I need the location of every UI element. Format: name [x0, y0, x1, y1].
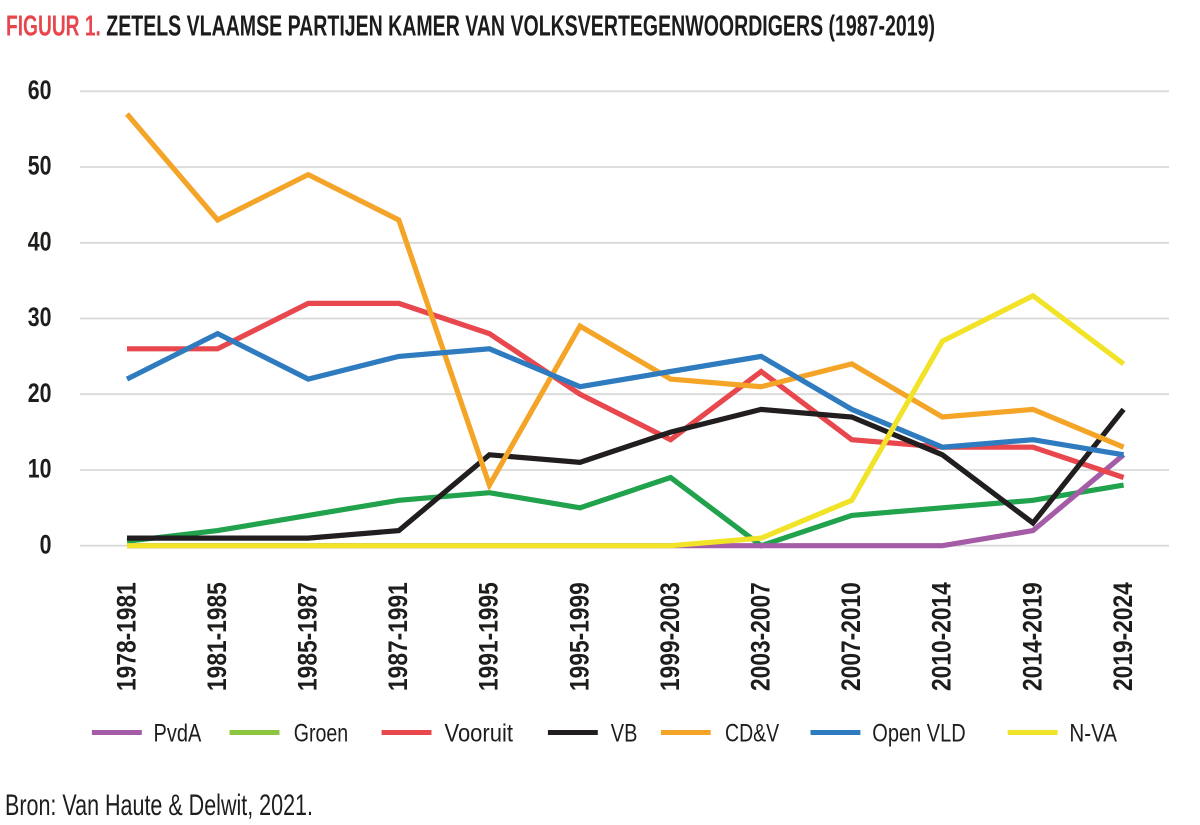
svg-text:Open VLD: Open VLD	[872, 719, 965, 747]
svg-text:2007-2010: 2007-2010	[836, 582, 866, 691]
svg-text:1981-1985: 1981-1985	[202, 582, 232, 691]
svg-text:CD&V: CD&V	[725, 719, 779, 747]
svg-text:20: 20	[28, 379, 52, 409]
svg-text:Groen: Groen	[294, 719, 348, 747]
svg-text:2010-2014: 2010-2014	[927, 582, 957, 691]
svg-text:Bron: Van Haute & Delwit, 2021: Bron: Van Haute & Delwit, 2021.	[5, 787, 313, 821]
svg-text:1995-1999: 1995-1999	[565, 582, 595, 691]
svg-text:0: 0	[40, 530, 52, 560]
svg-text:1999-2003: 1999-2003	[655, 582, 685, 691]
svg-text:60: 60	[28, 76, 52, 106]
svg-text:ZETELS VLAAMSE PARTIJEN KAMER: ZETELS VLAAMSE PARTIJEN KAMER VAN VOLKSV…	[106, 11, 935, 43]
svg-text:2019-2024: 2019-2024	[1108, 582, 1138, 691]
svg-text:10: 10	[28, 454, 52, 484]
svg-text:PvdA: PvdA	[154, 719, 203, 747]
svg-text:FIGUUR 1.: FIGUUR 1.	[6, 11, 101, 43]
svg-text:VB: VB	[611, 719, 638, 747]
svg-text:2014-2019: 2014-2019	[1018, 582, 1048, 691]
svg-text:N-VA: N-VA	[1069, 718, 1117, 746]
svg-text:2003-2007: 2003-2007	[746, 582, 776, 691]
svg-text:Vooruit: Vooruit	[445, 719, 514, 747]
svg-text:30: 30	[28, 303, 52, 333]
svg-text:1978-1981: 1978-1981	[112, 582, 142, 691]
svg-text:40: 40	[28, 227, 52, 257]
svg-text:50: 50	[28, 151, 52, 181]
svg-text:1987-1991: 1987-1991	[383, 582, 413, 691]
svg-text:1991-1995: 1991-1995	[474, 582, 504, 691]
svg-text:1985-1987: 1985-1987	[293, 582, 323, 691]
